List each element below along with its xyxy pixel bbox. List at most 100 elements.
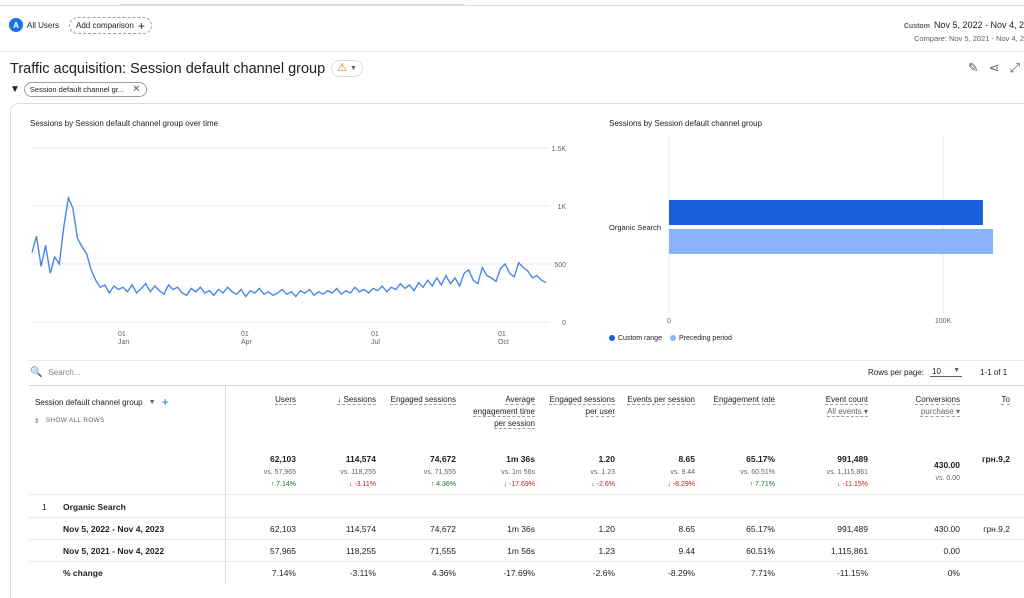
- total-change-value: ↑ 4.36%: [430, 481, 456, 488]
- rows-per-page-select[interactable]: 10 ▼: [930, 367, 963, 377]
- legend-label: Preceding period: [678, 335, 732, 342]
- compare-range-value: Compare: Nov 5, 2021 - Nov 4, 2: [913, 34, 1024, 43]
- y-tick-label: 1K: [557, 204, 566, 211]
- total-compare-value: vs. 1.23: [590, 469, 615, 476]
- title-warning-dropdown[interactable]: ⚠ ▼: [331, 60, 363, 77]
- data-table: [28, 385, 1024, 386]
- add-comparison-button[interactable]: Add comparison +: [69, 17, 152, 34]
- bar-custom-range[interactable]: [669, 200, 983, 225]
- table-search[interactable]: 🔍 Search...: [30, 367, 80, 378]
- row-separator: [28, 494, 1024, 495]
- filter-row: ▼ Session default channel gr... ✕: [10, 82, 147, 97]
- table-cell: 8.65: [678, 524, 695, 534]
- row-separator: [28, 517, 1024, 518]
- dimension-header[interactable]: Session default channel group ▼ +: [35, 395, 169, 409]
- pagination-label: 1-1 of 1: [980, 367, 1008, 377]
- column-header[interactable]: Users: [275, 395, 296, 404]
- table-cell: -2.6%: [592, 568, 615, 578]
- date-range-picker[interactable]: Custom Nov 5, 2022 - Nov 4, 2 Compare: No…: [904, 20, 1024, 43]
- total-change-value: ↓ -17.69%: [503, 481, 535, 488]
- total-value: 430.00: [934, 460, 960, 470]
- share-icon[interactable]: ⋖: [988, 60, 1000, 75]
- total-value: 65.17%: [746, 454, 775, 464]
- total-change-value: ↑ 7.14%: [270, 481, 296, 488]
- plus-icon: +: [137, 18, 145, 33]
- total-value: 114,574: [345, 454, 376, 464]
- segment-avatar-icon: A: [9, 18, 23, 32]
- bar-chart-legend: Custom range Preceding period: [609, 335, 732, 342]
- segment-chip-all-users[interactable]: A All Users: [9, 17, 59, 33]
- legend-label: Custom range: [618, 335, 662, 342]
- chevron-down-icon: ▼: [148, 398, 156, 406]
- table-cell: 430.00: [934, 524, 960, 534]
- column-header[interactable]: Average engagement time per session: [473, 395, 535, 428]
- x-tick-month: Apr: [241, 339, 253, 346]
- bar-chart: Organic Search 0 100K: [609, 135, 994, 325]
- browser-top-strip: [0, 0, 1024, 6]
- table-cell: 57,965: [270, 546, 296, 556]
- column-total: грн.9,2: [930, 454, 1010, 464]
- table-cell: грн.9,2: [983, 524, 1010, 534]
- column-header[interactable]: Event count All events ▾: [798, 394, 868, 418]
- search-input[interactable]: Search...: [48, 368, 81, 377]
- show-all-rows-label: SHOW ALL ROWS: [45, 417, 105, 424]
- sessions-line: [31, 195, 547, 298]
- table-cell: 9.44: [678, 546, 695, 556]
- insights-icon[interactable]: ⤢: [1009, 60, 1020, 75]
- add-dimension-icon[interactable]: +: [161, 395, 169, 409]
- column-subheader[interactable]: purchase ▾: [920, 407, 960, 416]
- x-tick-month: Oct: [498, 339, 509, 346]
- column-subheader[interactable]: All events ▾: [827, 407, 868, 416]
- row-separator: [28, 539, 1024, 540]
- column-header[interactable]: Engaged sessions per user: [549, 395, 615, 416]
- bar-category-label: Organic Search: [609, 223, 661, 232]
- top-strip-tab: [120, 0, 465, 5]
- x-tick-label: 0: [667, 318, 671, 325]
- row-number: 1: [42, 502, 47, 512]
- column-header[interactable]: Events per session: [627, 395, 695, 404]
- bar-preceding-period[interactable]: [669, 229, 994, 254]
- table-cell: 1m 56s: [507, 546, 535, 556]
- report-toolbar: ✎ ⋖ ⤢: [968, 60, 1020, 76]
- show-all-rows-button[interactable]: ⇕ SHOW ALL ROWS: [34, 417, 105, 425]
- table-cell: 1.20: [598, 524, 615, 534]
- total-compare-value: vs. 60.51%: [740, 469, 775, 476]
- column-total: 991,489 vs. 1,115,861 ↓ -11.15%: [788, 454, 868, 488]
- column-header[interactable]: Conversions purchase ▾: [890, 394, 960, 418]
- column-total: 74,672 vs. 71,555 ↑ 4.36%: [376, 454, 456, 488]
- page-title: Traffic acquisition: Session default cha…: [10, 60, 326, 77]
- row-separator: [28, 561, 1024, 562]
- total-compare-value: vs. 1m 56s: [501, 469, 535, 476]
- dimension-header-label: Session default channel group: [35, 397, 143, 407]
- row-dimension-label[interactable]: Organic Search: [63, 502, 126, 512]
- chevron-down-icon: ▼: [350, 65, 357, 72]
- edit-report-icon[interactable]: ✎: [967, 60, 979, 75]
- column-header[interactable]: ↓ Sessions: [337, 395, 376, 404]
- rows-per-page-control: Rows per page: 10 ▼ 1-1 of 1: [868, 367, 1007, 377]
- report-card: [10, 103, 1024, 598]
- row-label: Nov 5, 2022 - Nov 4, 2023: [63, 524, 165, 534]
- table-cell: 7.71%: [750, 568, 775, 578]
- x-tick-day: 01: [371, 331, 379, 338]
- title-row: Traffic acquisition: Session default cha…: [10, 60, 363, 77]
- expand-icon: ⇕: [34, 418, 40, 425]
- total-compare-value: vs. 1,115,861: [826, 469, 868, 476]
- y-tick-label: 0: [562, 320, 566, 327]
- table-cell: 114,574: [345, 524, 376, 534]
- table-cell: -8.29%: [668, 568, 695, 578]
- filter-chip[interactable]: Session default channel gr... ✕: [23, 82, 147, 97]
- column-total: 62,103 vs. 57,965 ↑ 7.14%: [216, 454, 296, 488]
- close-icon[interactable]: ✕: [132, 84, 141, 95]
- total-change-value: ↓ -3.11%: [348, 481, 376, 488]
- column-header[interactable]: Engagement rate: [713, 395, 775, 404]
- table-cell: 62,103: [270, 524, 296, 534]
- x-tick-day: 01: [498, 331, 506, 338]
- warning-icon: ⚠: [337, 62, 348, 74]
- chart-table-divider: [28, 360, 1024, 361]
- column-total: 1m 36s vs. 1m 56s ↓ -17.69%: [455, 454, 535, 488]
- table-cell: 71,555: [430, 546, 456, 556]
- column-header[interactable]: Engaged sessions: [390, 395, 456, 404]
- column-header[interactable]: To: [1001, 395, 1010, 404]
- y-tick-label: 1.5K: [552, 146, 567, 153]
